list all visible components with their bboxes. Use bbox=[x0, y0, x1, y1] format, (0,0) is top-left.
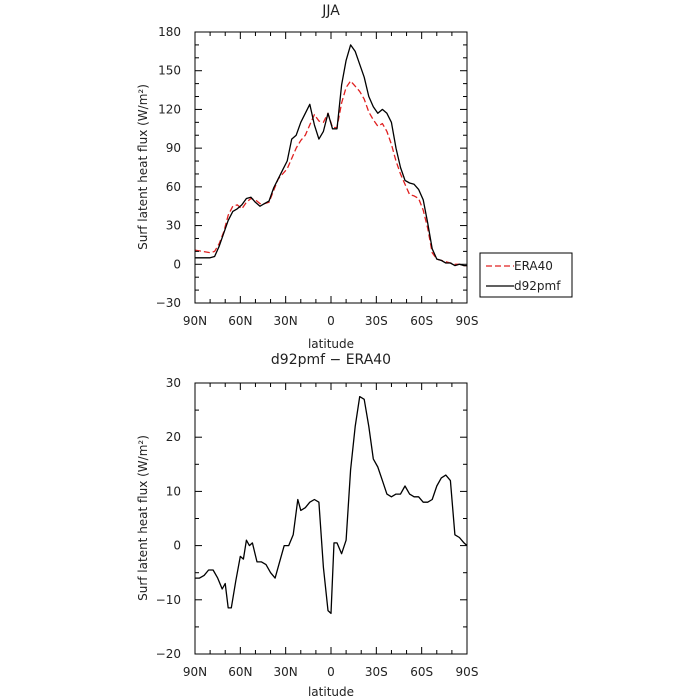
bottom-x-tick-label: 90S bbox=[456, 665, 479, 679]
bottom-y-tick-label: −10 bbox=[156, 593, 181, 607]
top-x-axis-label: latitude bbox=[308, 337, 354, 351]
top-x-tick-label: 60N bbox=[228, 314, 252, 328]
top-y-tick-label: 0 bbox=[173, 257, 181, 271]
top-plot-lines bbox=[194, 44, 467, 267]
bottom-panel: d92pmf − ERA40 90N 60N 30N 0 30S 60S 90S −20 −10… bbox=[136, 352, 478, 699]
bottom-y-tick-label: 20 bbox=[166, 430, 181, 444]
top-panel: JJA 90N 60N 30N 0 30S 60S 90S −30 0 30 60 90 120 150 1… bbox=[136, 3, 478, 351]
top-y-tick-label: −30 bbox=[156, 296, 181, 310]
top-series-line-d92pmf bbox=[195, 44, 467, 267]
legend-box bbox=[479, 252, 573, 298]
top-y-axis-label: Surf latent heat flux (W/m²) bbox=[136, 84, 150, 250]
bottom-y-tick-label: −20 bbox=[156, 647, 181, 661]
top-x-tick-label: 0 bbox=[327, 314, 335, 328]
bottom-x-tick-label: 90N bbox=[183, 665, 207, 679]
bottom-ticks: 90N 60N 30N 0 30S 60S 90S −20 −10 0 10 20 30 bbox=[156, 376, 479, 679]
top-y-tick-label: 150 bbox=[158, 64, 181, 78]
legend: ERA40 d92pmf bbox=[479, 252, 573, 298]
bottom-chart-title: d92pmf − ERA40 bbox=[271, 352, 391, 368]
top-y-tick-label: 90 bbox=[166, 141, 181, 155]
bottom-x-tick-label: 60N bbox=[228, 665, 252, 679]
bottom-plot-lines bbox=[195, 395, 468, 615]
top-y-tick-label: 60 bbox=[166, 180, 181, 194]
legend-label-era40: ERA40 bbox=[514, 259, 553, 273]
bottom-x-tick-label: 30S bbox=[365, 665, 388, 679]
bottom-x-tick-label: 60S bbox=[410, 665, 433, 679]
top-plot-frame bbox=[194, 31, 468, 304]
bottom-x-tick-label: 0 bbox=[327, 665, 335, 679]
top-x-tick-label: 30N bbox=[274, 314, 298, 328]
top-y-tick-label: 120 bbox=[158, 102, 181, 116]
bottom-y-axis-label: Surf latent heat flux (W/m²) bbox=[136, 435, 150, 601]
top-chart-title: JJA bbox=[321, 3, 340, 19]
bottom-x-axis-label: latitude bbox=[308, 685, 354, 699]
top-x-tick-label: 60S bbox=[410, 314, 433, 328]
top-y-tick-label: 30 bbox=[166, 219, 181, 233]
bottom-x-tick-label: 30N bbox=[274, 665, 298, 679]
bottom-series-line-difference bbox=[195, 395, 468, 615]
bottom-y-tick-label: 0 bbox=[173, 539, 181, 553]
legend-label-d92pmf: d92pmf bbox=[514, 279, 561, 293]
top-series-line-era40 bbox=[194, 80, 467, 267]
top-y-tick-label: 180 bbox=[158, 25, 181, 39]
top-x-tick-label: 90S bbox=[456, 314, 479, 328]
top-x-tick-label: 90N bbox=[183, 314, 207, 328]
bottom-y-tick-label: 30 bbox=[166, 376, 181, 390]
bottom-y-tick-label: 10 bbox=[166, 484, 181, 498]
bottom-plot-frame bbox=[194, 382, 468, 655]
top-x-tick-label: 30S bbox=[365, 314, 388, 328]
top-ticks: 90N 60N 30N 0 30S 60S 90S −30 0 30 60 90 120 150 180 bbox=[156, 25, 479, 328]
